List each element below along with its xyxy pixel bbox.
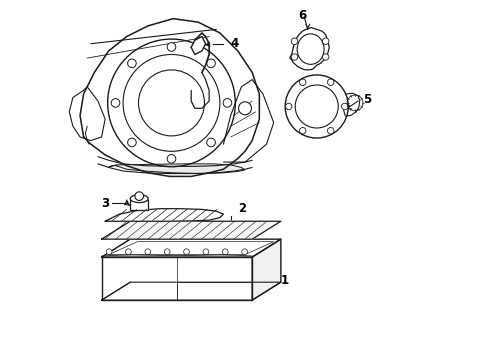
Polygon shape <box>223 80 274 162</box>
Circle shape <box>184 249 190 255</box>
Ellipse shape <box>130 195 148 203</box>
Circle shape <box>242 249 247 255</box>
Circle shape <box>291 38 298 44</box>
Circle shape <box>222 249 228 255</box>
Circle shape <box>167 42 176 51</box>
Circle shape <box>342 103 348 110</box>
Polygon shape <box>109 164 245 174</box>
Circle shape <box>127 138 136 147</box>
Circle shape <box>299 127 306 134</box>
Polygon shape <box>105 209 223 221</box>
Circle shape <box>145 249 151 255</box>
Circle shape <box>322 54 329 60</box>
Circle shape <box>135 192 144 201</box>
Circle shape <box>125 249 131 255</box>
Text: 1: 1 <box>281 274 289 287</box>
Circle shape <box>327 127 334 134</box>
Polygon shape <box>101 221 281 239</box>
Polygon shape <box>343 93 360 116</box>
Circle shape <box>286 103 292 110</box>
Polygon shape <box>191 37 205 54</box>
Polygon shape <box>252 239 281 300</box>
Polygon shape <box>69 87 105 140</box>
Polygon shape <box>130 200 148 211</box>
Circle shape <box>207 59 215 68</box>
Circle shape <box>239 102 251 115</box>
Circle shape <box>167 154 176 163</box>
Circle shape <box>203 249 209 255</box>
Circle shape <box>291 54 298 60</box>
Polygon shape <box>80 19 259 176</box>
Text: 4: 4 <box>231 37 239 50</box>
Circle shape <box>223 99 232 107</box>
Circle shape <box>299 79 306 85</box>
Text: 5: 5 <box>364 93 371 106</box>
Circle shape <box>106 249 112 255</box>
Text: 6: 6 <box>298 9 307 22</box>
Text: 3: 3 <box>101 197 109 210</box>
Circle shape <box>322 38 329 44</box>
Text: 2: 2 <box>238 202 246 215</box>
Circle shape <box>327 79 334 85</box>
Polygon shape <box>101 239 281 257</box>
Circle shape <box>207 138 215 147</box>
Circle shape <box>127 59 136 68</box>
Circle shape <box>111 99 120 107</box>
Polygon shape <box>101 257 252 300</box>
Polygon shape <box>290 28 329 70</box>
Polygon shape <box>101 282 281 300</box>
Circle shape <box>164 249 170 255</box>
